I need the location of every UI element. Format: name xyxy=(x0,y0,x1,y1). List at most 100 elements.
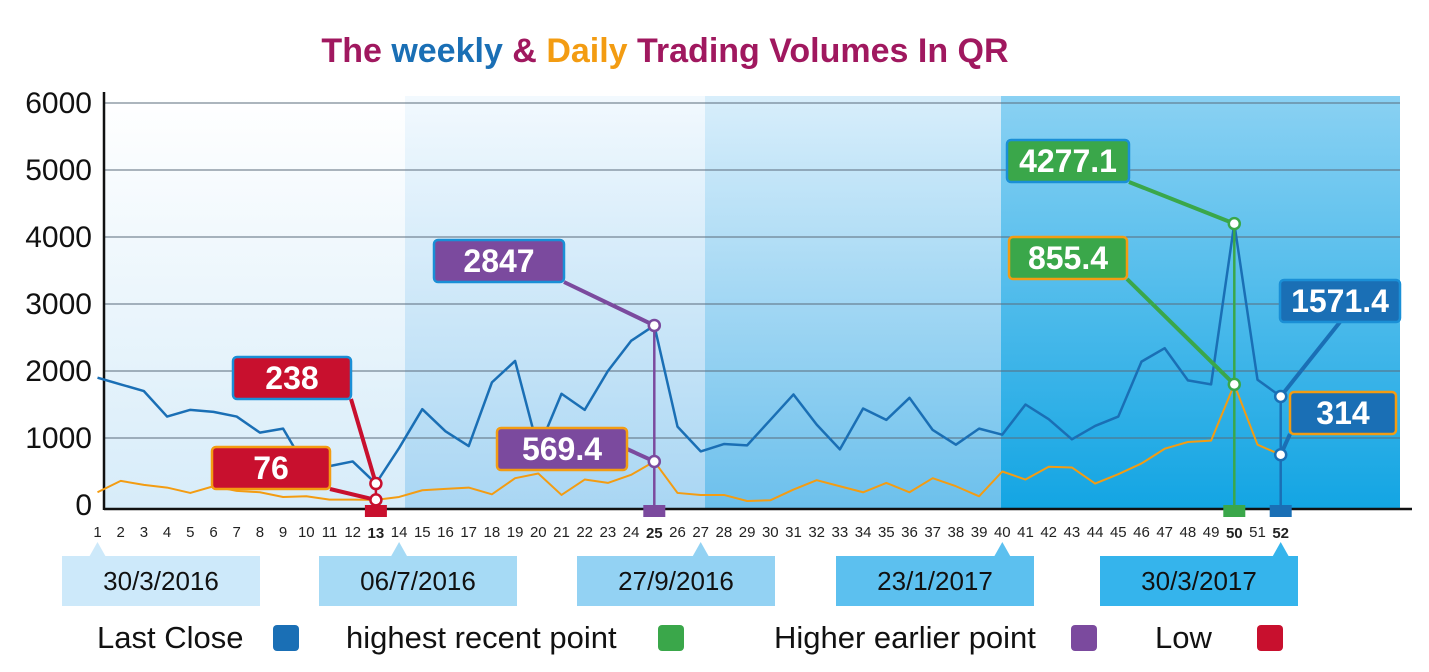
x-tick-label: 44 xyxy=(1087,524,1104,541)
tick-marker xyxy=(1269,505,1292,517)
legend-swatch xyxy=(658,625,684,651)
x-tick-label: 21 xyxy=(553,524,570,541)
series-line-1 xyxy=(97,383,1282,502)
title-part-1: weekly xyxy=(390,32,503,70)
legend-label: Low xyxy=(1155,620,1212,655)
x-tick-label: 22 xyxy=(576,524,593,541)
y-tick-label: 1000 xyxy=(25,422,92,455)
callout-leader xyxy=(349,398,378,485)
callout-marker xyxy=(647,454,662,469)
x-tick-label: 33 xyxy=(832,524,849,541)
x-tick-label: 6 xyxy=(209,524,217,541)
x-tick-label: 51 xyxy=(1249,524,1266,541)
background-bands xyxy=(105,96,1400,508)
x-tick-label: 30 xyxy=(762,524,779,541)
callout-25-1: 569.4 xyxy=(495,426,629,472)
x-tick-label: 37 xyxy=(924,524,941,541)
y-tick-label: 3000 xyxy=(25,288,92,321)
callout-label: 4277.1 xyxy=(1019,143,1117,179)
x-tick-label: 4 xyxy=(163,524,171,541)
callout-markers xyxy=(369,216,1288,507)
title-part-2: & xyxy=(503,32,546,70)
callout-leader xyxy=(329,487,377,502)
date-box xyxy=(836,556,1034,606)
date-label-3: 23/1/2017 xyxy=(836,542,1034,606)
callout-leader xyxy=(563,280,656,328)
x-tick-label: 3 xyxy=(140,524,148,541)
title-part-4: Trading Volumes In QR xyxy=(628,32,1009,70)
x-tick-label: 36 xyxy=(901,524,918,541)
y-tick-labels: 0 1000 2000 3000 4000 5000 6000 xyxy=(25,87,92,522)
x-tick-label: 41 xyxy=(1017,524,1034,541)
legend-item-0: Last Close xyxy=(97,620,299,655)
callout-13-0: 238 xyxy=(231,355,353,401)
x-tick-label: 8 xyxy=(256,524,264,541)
callout-marker xyxy=(1273,448,1288,462)
callout-marker xyxy=(647,318,662,333)
date-text: 30/3/2017 xyxy=(1141,566,1257,596)
x-tick-label: 16 xyxy=(437,524,454,541)
x-tick-label: 39 xyxy=(971,524,988,541)
x-tick-label: 38 xyxy=(948,524,965,541)
x-tick-label: 23 xyxy=(600,524,617,541)
x-tick-label: 27 xyxy=(692,524,709,541)
x-tick-label: 35 xyxy=(878,524,895,541)
callout-label: 569.4 xyxy=(522,431,602,467)
callout-label: 1571.4 xyxy=(1291,283,1389,319)
legend-item-1: highest recent point xyxy=(346,620,684,655)
callout-box xyxy=(432,238,566,284)
x-tick-label: 24 xyxy=(623,524,640,541)
date-box xyxy=(62,556,260,606)
callout-25-0: 2847 xyxy=(432,238,566,284)
callout-label: 238 xyxy=(265,360,318,396)
x-tick-label: 1 xyxy=(93,524,101,541)
x-tick-label: 29 xyxy=(739,524,756,541)
x-tick-label: 20 xyxy=(530,524,547,541)
callout-box xyxy=(1005,138,1131,184)
callout-box xyxy=(231,355,353,401)
legend-item-2: Higher earlier point xyxy=(774,620,1097,655)
callout-leaders xyxy=(329,180,1342,509)
legend: Last Close highest recent point Higher ear… xyxy=(97,620,1283,655)
date-text: 23/1/2017 xyxy=(877,566,993,596)
date-text: 30/3/2016 xyxy=(103,566,219,596)
title-part-3: Daily xyxy=(546,32,627,70)
tick-marker xyxy=(1223,505,1246,517)
x-tick-label: 45 xyxy=(1110,524,1127,541)
callout-marker xyxy=(369,493,383,507)
x-tick-label: 25 xyxy=(646,525,663,542)
callout-box xyxy=(1007,235,1129,281)
x-tick-label: 28 xyxy=(716,524,733,541)
x-tick-label: 9 xyxy=(279,524,287,541)
x-tick-label: 42 xyxy=(1040,524,1057,541)
tick-marker xyxy=(643,505,666,517)
callout-leader xyxy=(1279,320,1342,398)
y-tick-label: 5000 xyxy=(25,154,92,187)
date-label-4: 30/3/2017 xyxy=(1100,542,1298,606)
y-tick-label: 2000 xyxy=(25,355,92,388)
date-pointer xyxy=(390,542,409,558)
callout-marker xyxy=(369,476,383,491)
x-tick-label: 17 xyxy=(460,524,477,541)
callout-marker xyxy=(1227,216,1242,231)
x-tick-labels: 1 2 3 4 5 6 7 8 9 10 11 12 13 14 15 16 17 18 19 20 21 22 23 24 2… xyxy=(93,505,1292,542)
date-box xyxy=(319,556,517,606)
title-part-0: The xyxy=(321,32,391,70)
x-tick-label: 2 xyxy=(117,524,125,541)
x-tick-label: 48 xyxy=(1180,524,1197,541)
callout-box xyxy=(1278,278,1402,324)
date-labels: 30/3/2016 06/7/2016 27/9/2016 23/1/2017 30/3… xyxy=(62,542,1298,606)
x-tick-label: 46 xyxy=(1133,524,1150,541)
callout-50-0: 4277.1 xyxy=(1005,138,1131,184)
callout-13-1: 76 xyxy=(210,445,332,491)
x-tick-label: 49 xyxy=(1203,524,1220,541)
callouts: 238 76 2847 569.4 4277.1 855.4 1571.4 314 xyxy=(210,138,1402,491)
callout-box xyxy=(210,445,332,491)
callout-label: 855.4 xyxy=(1028,240,1108,276)
callout-50-1: 855.4 xyxy=(1007,235,1129,281)
callout-52-0: 1571.4 xyxy=(1278,278,1402,324)
date-label-2: 27/9/2016 xyxy=(577,542,775,606)
x-tick-label: 26 xyxy=(669,524,686,541)
x-tick-label: 10 xyxy=(298,524,315,541)
